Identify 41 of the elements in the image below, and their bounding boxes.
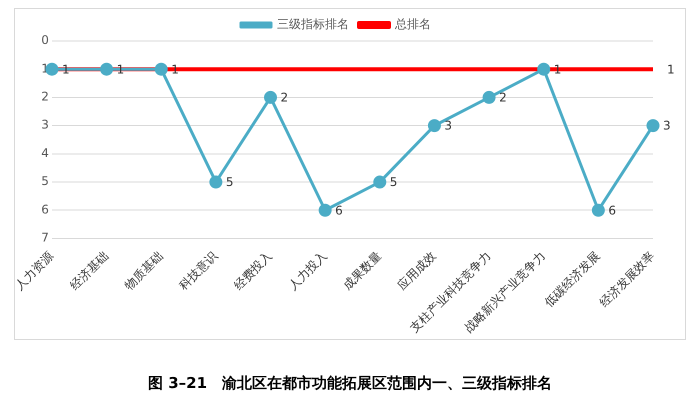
point bbox=[646, 119, 660, 132]
x-tick-label: 物质基础 bbox=[122, 248, 166, 293]
point bbox=[209, 176, 222, 189]
data-label: 2 bbox=[280, 90, 288, 105]
point bbox=[264, 90, 278, 104]
y-tick-label: 4 bbox=[41, 146, 49, 160]
y-tick-label: 2 bbox=[41, 90, 49, 104]
data-label: 6 bbox=[335, 203, 343, 218]
x-tick-label: 经费投入 bbox=[231, 248, 275, 293]
point bbox=[592, 204, 605, 217]
data-label: 6 bbox=[608, 203, 616, 218]
y-tick-label: 0 bbox=[41, 33, 49, 48]
data-label: 2 bbox=[499, 90, 507, 105]
x-tick-label: 人力资源 bbox=[12, 248, 56, 293]
x-tick-label: 人力投入 bbox=[286, 248, 330, 293]
point bbox=[154, 62, 168, 76]
point bbox=[537, 62, 550, 76]
legend-label: 三级指标排名 bbox=[277, 17, 349, 32]
y-tick-label: 6 bbox=[41, 202, 49, 216]
x-tick-label: 应用成效 bbox=[394, 248, 439, 293]
point bbox=[318, 204, 332, 217]
data-label: 5 bbox=[390, 175, 398, 190]
y-tick-label: 3 bbox=[41, 118, 49, 132]
data-label: 1 bbox=[62, 62, 70, 76]
data-label: 1 bbox=[667, 62, 675, 76]
data-label: 3 bbox=[663, 118, 671, 133]
point bbox=[373, 176, 386, 189]
y-tick-label: 7 bbox=[41, 230, 49, 245]
x-tick-label: 科技意识 bbox=[176, 248, 220, 293]
y-tick-label: 5 bbox=[41, 174, 49, 188]
x-tick-label: 成果数量 bbox=[340, 248, 384, 293]
point bbox=[45, 62, 58, 76]
point bbox=[482, 90, 496, 104]
data-label: 3 bbox=[444, 118, 452, 133]
data-label: 1 bbox=[116, 62, 124, 76]
legend-label: 总排名 bbox=[394, 17, 431, 32]
text: 图 3–21 渝北区在都市功能拓展区范围内一、三级指标排名 bbox=[146, 374, 554, 393]
point bbox=[100, 62, 114, 76]
data-label: 5 bbox=[226, 175, 234, 190]
x-tick-label: 经济基础 bbox=[67, 248, 111, 293]
point bbox=[428, 119, 441, 132]
